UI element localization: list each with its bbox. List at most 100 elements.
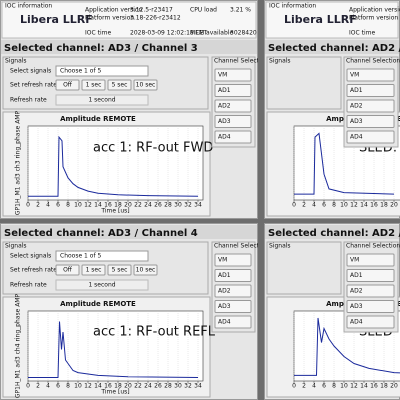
- channel-label: AD4: [350, 134, 363, 141]
- logo: Libera LLRF: [284, 13, 357, 26]
- channel-label: AD2: [350, 288, 363, 295]
- ioc-value: 3.18-226-r23412: [130, 15, 181, 22]
- selected-channel: Selected channel: AD2 / Channel 3: [268, 228, 400, 239]
- signals-title: Signals: [269, 58, 291, 65]
- channel-button[interactable]: [214, 284, 252, 298]
- button-label: Off: [63, 267, 73, 274]
- x-tick-label: 30: [174, 383, 182, 390]
- trace: [294, 317, 400, 376]
- channel-button[interactable]: [214, 115, 252, 128]
- channel-button[interactable]: [214, 300, 252, 313]
- x-tick-label: 2: [302, 383, 306, 390]
- channel-title: Channel Selection: [214, 243, 268, 250]
- channel-button[interactable]: [346, 84, 395, 97]
- button[interactable]: [107, 79, 132, 91]
- button-label: 1 sec: [86, 82, 102, 89]
- trace: [28, 135, 199, 197]
- x-tick-label: 20: [124, 202, 132, 209]
- ioc-label: IOC time: [85, 30, 111, 37]
- channel-button[interactable]: [346, 99, 395, 113]
- channel-button[interactable]: [346, 300, 395, 313]
- x-tick-label: 8: [66, 202, 70, 209]
- channel-bar: [1, 225, 257, 239]
- x-tick-label: 18: [114, 383, 122, 390]
- x-tick-label: 34: [194, 202, 202, 209]
- channel-button[interactable]: [346, 269, 395, 282]
- x-tick-label: 8: [332, 383, 336, 390]
- channel-label: VM: [218, 257, 227, 264]
- channel-button[interactable]: [346, 68, 395, 82]
- channel-bar: [265, 40, 399, 54]
- ioc-value: 3028420: [230, 30, 257, 37]
- x-tick-label: 6: [56, 202, 60, 209]
- channel-bar: [265, 225, 399, 239]
- channel-button[interactable]: [214, 315, 252, 329]
- x-tick-label: 10: [340, 202, 348, 209]
- channel-button[interactable]: [346, 284, 395, 298]
- channel-label: AD1: [350, 87, 363, 94]
- x-tick-label: 12: [350, 202, 358, 209]
- channel-button[interactable]: [214, 130, 252, 144]
- channel-label: AD3: [218, 303, 231, 310]
- channel-button[interactable]: [346, 130, 395, 144]
- rate-value: 1 second: [88, 282, 115, 289]
- button[interactable]: [107, 264, 132, 276]
- button[interactable]: [81, 79, 106, 91]
- x-tick-label: 0: [26, 383, 30, 390]
- dropdown[interactable]: [55, 65, 149, 77]
- channel-button[interactable]: [346, 253, 395, 267]
- x-tick-label: 26: [154, 383, 162, 390]
- logo: Libera LLRF: [20, 13, 93, 26]
- trace: [28, 321, 199, 378]
- rate-field: [55, 279, 149, 291]
- x-tick-label: 6: [322, 202, 326, 209]
- channel-button[interactable]: [214, 68, 252, 82]
- ioc-panel: [265, 1, 399, 39]
- button-label: 10 sec: [136, 82, 156, 89]
- channel-label: AD3: [218, 118, 231, 125]
- x-tick-label: 24: [144, 202, 152, 209]
- selected-channel: Selected channel: AD3 / Channel 4: [4, 228, 198, 239]
- channel-button[interactable]: [214, 99, 252, 113]
- channel-button[interactable]: [214, 253, 252, 267]
- channel-button[interactable]: [346, 315, 395, 329]
- channel-label: AD2: [218, 288, 231, 295]
- selected-channel: Selected channel: AD2 / Channel 2: [268, 43, 400, 54]
- channel-bar: [1, 40, 257, 54]
- x-tick-label: 4: [312, 383, 316, 390]
- channel-label: AD4: [350, 319, 363, 326]
- button[interactable]: [133, 79, 158, 91]
- label: Refresh rate: [10, 97, 47, 104]
- x-tick-label: 2: [36, 383, 40, 390]
- ioc-label: Application version: [85, 7, 143, 14]
- signals-box: [2, 241, 209, 295]
- x-axis-label: Time [us]: [100, 208, 129, 215]
- x-tick-label: 4: [46, 383, 50, 390]
- channel-button[interactable]: [346, 115, 395, 128]
- button-label: 5 sec: [112, 267, 128, 274]
- button[interactable]: [81, 264, 106, 276]
- x-tick-label: 20: [390, 202, 398, 209]
- x-tick-label: 28: [164, 383, 172, 390]
- x-tick-label: 18: [380, 383, 388, 390]
- ioc-title: IOC information: [5, 3, 52, 10]
- signals-title: Signals: [5, 243, 27, 250]
- plot-title: Amplitude REMOTE: [60, 115, 136, 123]
- button[interactable]: [55, 264, 80, 276]
- channel-button[interactable]: [214, 269, 252, 282]
- channel-button[interactable]: [214, 84, 252, 97]
- button[interactable]: [55, 79, 80, 91]
- ioc-value: 3.21 %: [230, 7, 251, 14]
- x-tick-label: 22: [134, 202, 142, 209]
- button-label: 5 sec: [112, 82, 128, 89]
- ioc-label: Platform version: [349, 15, 398, 22]
- ioc-value: 3.12.5-r23417: [130, 7, 173, 14]
- ioc-label: IOC time: [349, 30, 375, 37]
- dropdown[interactable]: [55, 250, 149, 262]
- button[interactable]: [133, 264, 158, 276]
- x-tick-label: 2: [302, 202, 306, 209]
- channel-label: AD2: [350, 103, 363, 110]
- x-tick-label: 22: [134, 383, 142, 390]
